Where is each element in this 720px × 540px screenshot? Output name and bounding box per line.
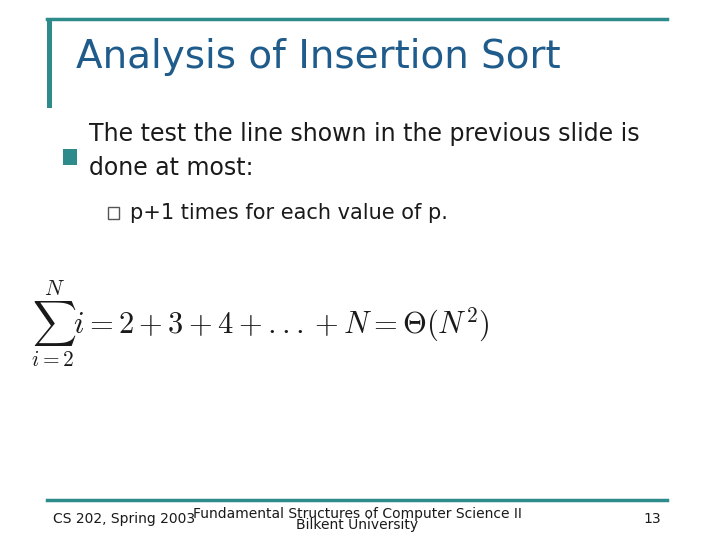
Text: 13: 13 [643,512,660,526]
FancyBboxPatch shape [108,207,119,219]
Text: The test the line shown in the previous slide is
done at most:: The test the line shown in the previous … [89,123,639,180]
Text: Bilkent University: Bilkent University [296,518,418,532]
Text: $\sum_{i=2}^{N} i = 2 + 3 + 4 + ... + N = \Theta(N^2)$: $\sum_{i=2}^{N} i = 2 + 3 + 4 + ... + N … [31,279,490,369]
Text: Analysis of Insertion Sort: Analysis of Insertion Sort [76,38,561,76]
Text: CS 202, Spring 2003: CS 202, Spring 2003 [53,512,196,526]
Text: p+1 times for each value of p.: p+1 times for each value of p. [130,202,448,223]
Text: Fundamental Structures of Computer Science II: Fundamental Structures of Computer Scien… [192,507,521,521]
FancyBboxPatch shape [47,19,52,108]
FancyBboxPatch shape [63,148,77,165]
